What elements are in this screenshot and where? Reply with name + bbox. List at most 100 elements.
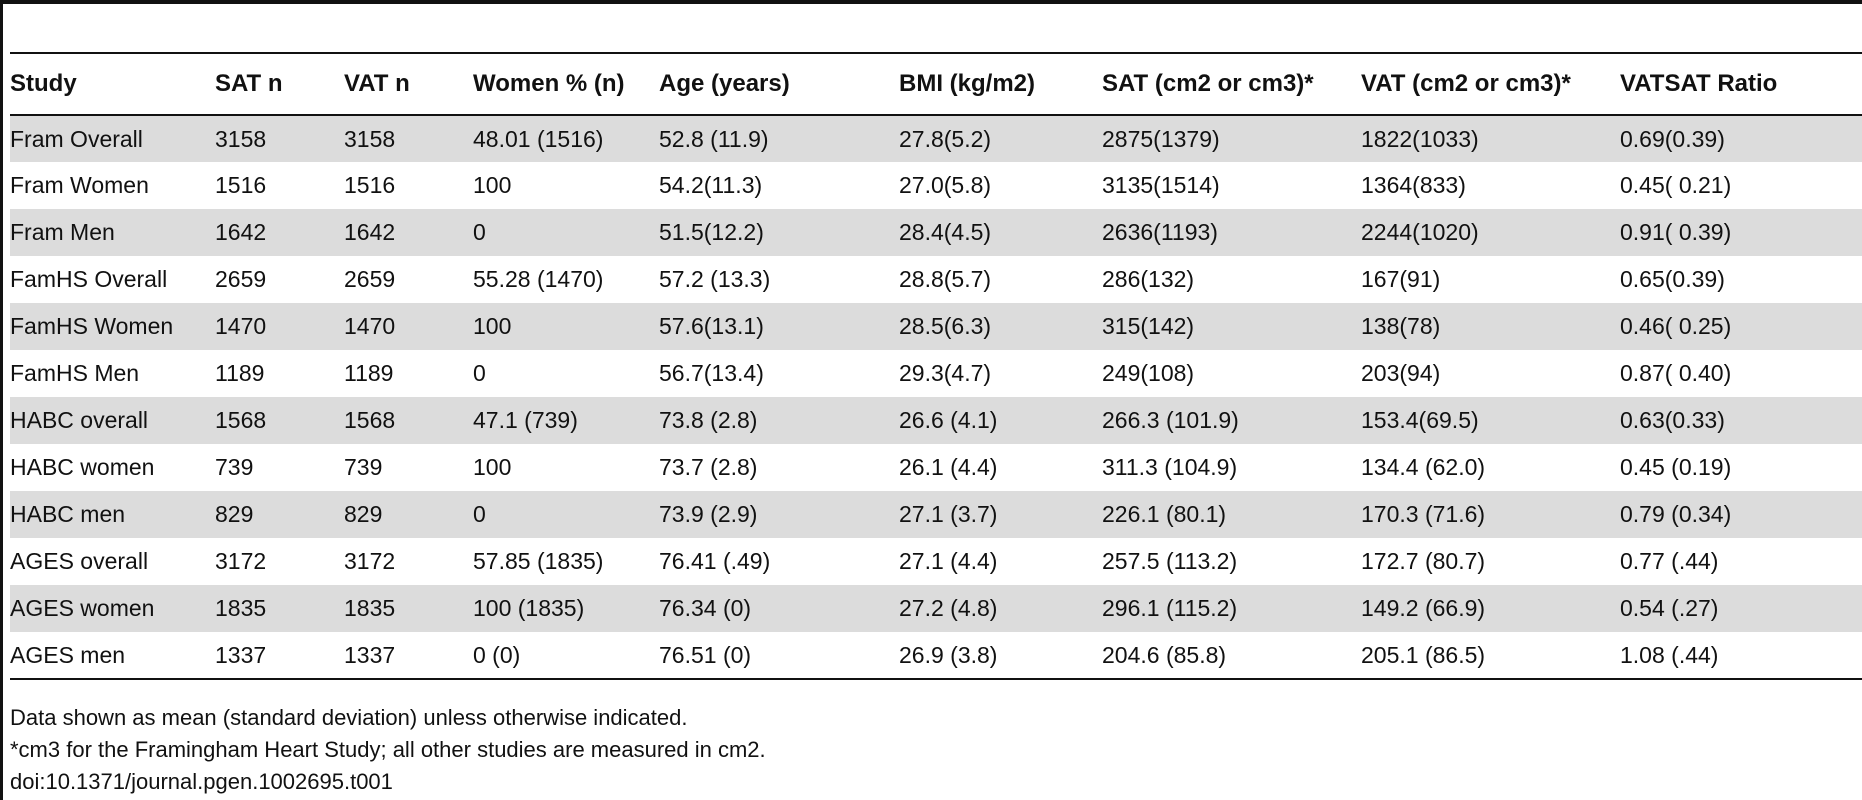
cell-age: 52.8 (11.9) [659,125,769,152]
cell-vatsat-ratio: 0.65(0.39) [1620,266,1725,292]
cell-bmi: 29.3(4.7) [899,360,992,386]
header-bmi: BMI (kg/m2) [899,52,1102,116]
cell-women-percent: 100 [473,172,512,198]
cell-study: FamHS Overall [10,266,168,292]
table-row: Fram Overall 3158 3158 48.01 (1516) 52.8 (11… [10,115,1862,162]
cell-sat-n: 2659 [215,266,267,292]
table-body: Fram Overall 3158 3158 48.01 (1516) 52.8 (11… [10,115,1862,680]
cell-sat: 249(108) [1102,360,1195,386]
cell-sat-n: 829 [215,501,254,527]
cell-vat: 138(78) [1361,313,1441,339]
header-vatsat-ratio: VATSAT Ratio [1620,52,1862,116]
cell-study: AGES overall [10,548,149,574]
cell-sat-n: 739 [215,454,254,480]
cell-bmi: 28.5(6.3) [899,313,992,339]
table-row: AGES women 1835 1835 100 (1835) 76.34 (0) 27.… [10,585,1862,632]
header-vat: VAT (cm2 or cm3)* [1361,52,1620,116]
cell-women-percent: 100 [473,454,512,480]
cell-bmi: 27.0(5.8) [899,172,992,198]
cell-women-percent: 0 [473,219,486,245]
cell-vat-n: 1568 [344,407,396,433]
cell-sat: 296.1 (115.2) [1102,595,1238,621]
cell-vat-n: 1337 [344,632,473,680]
table-footnotes: Data shown as mean (standard deviation) … [10,702,766,798]
cell-vat: 172.7 (80.7) [1361,548,1486,574]
cell-age: 76.41 (.49) [659,548,771,574]
cell-women-percent: 0 (0) [473,632,659,680]
cell-vatsat-ratio: 0.77 (.44) [1620,548,1719,574]
cell-vat-n: 829 [344,501,383,527]
cell-study: Fram Men [10,219,115,245]
cell-vat-n: 1189 [344,360,394,386]
cell-study: HABC overall [10,407,149,433]
cell-sat: 3135(1514) [1102,172,1220,198]
header-sat-n: SAT n [215,52,344,116]
cell-bmi: 28.4(4.5) [899,219,992,245]
cell-sat: 315(142) [1102,313,1195,339]
cell-women-percent: 47.1 (739) [473,407,578,433]
cell-bmi: 26.6 (4.1) [899,407,998,433]
table-row: AGES overall 3172 3172 57.85 (1835) 76.41 (.… [10,538,1862,585]
cell-study: FamHS Men [10,360,140,386]
cell-sat: 226.1 (80.1) [1102,501,1227,527]
table-header-row: Study SAT n VAT n Women % (n) Age (years… [10,52,1862,116]
cell-vat: 1364(833) [1361,172,1466,198]
header-sat: SAT (cm2 or cm3)* [1102,52,1361,116]
cell-vat: 203(94) [1361,360,1441,386]
cell-women-percent: 0 [473,501,486,527]
cell-women-percent: 100 [473,313,512,339]
cell-vatsat-ratio: 0.45( 0.21) [1620,172,1732,198]
cell-vat-n: 1516 [344,172,396,198]
cell-women-percent: 48.01 (1516) [473,125,604,152]
table-row: FamHS Women 1470 1470 100 57.6(13.1) 28.5(6.3… [10,303,1862,350]
cell-vat: 170.3 (71.6) [1361,501,1486,527]
cell-sat: 286(132) [1102,266,1195,292]
table-row: Fram Women 1516 1516 100 54.2(11.3) 27.0(5.8)… [10,162,1862,209]
table-row: AGES men 1337 1337 0 (0) 76.51 (0) 26.9 (3.8)… [10,632,1862,680]
cell-vat-n: 1470 [344,313,396,339]
header-vat-n: VAT n [344,52,473,116]
cell-vatsat-ratio: 0.69(0.39) [1620,125,1725,152]
cell-study: FamHS Women [10,313,174,339]
cell-sat-n: 3158 [215,125,267,152]
cell-age: 57.6(13.1) [659,313,764,339]
cell-women-percent: 100 (1835) [473,595,585,621]
table-row: HABC men 829 829 0 73.9 (2.9) 27.1 (3.7) 226.1… [10,491,1862,538]
cell-age: 51.5(12.2) [659,219,764,245]
cell-women-percent: 57.85 (1835) [473,548,604,574]
cell-vatsat-ratio: 0.54 (.27) [1620,595,1719,621]
header-women-percent: Women % (n) [473,52,659,116]
cell-vatsat-ratio: 1.08 (.44) [1620,632,1862,680]
cell-sat: 2875(1379) [1102,125,1220,152]
cell-bmi: 28.8(5.7) [899,266,992,292]
cell-age: 73.7 (2.8) [659,454,758,480]
cell-age: 76.51 (0) [659,632,899,680]
table-row: HABC overall 1568 1568 47.1 (739) 73.8 (2.8)… [10,397,1862,444]
cell-sat-n: 1189 [215,360,265,386]
cell-study: HABC women [10,454,155,480]
cell-age: 57.2 (13.3) [659,266,771,292]
cell-vat: 134.4 (62.0) [1361,454,1486,480]
top-border-rule [0,0,1862,4]
cell-sat-n: 3172 [215,548,267,574]
footnote-definition: Data shown as mean (standard deviation) … [10,705,688,730]
cell-sat-n: 1516 [215,172,267,198]
cell-sat-n: 1470 [215,313,267,339]
table-row: FamHS Men 1189 1189 0 56.7(13.4) 29.3(4.7) 249… [10,350,1862,397]
cell-bmi: 26.1 (4.4) [899,454,998,480]
cell-age: 56.7(13.4) [659,360,764,386]
cell-bmi: 26.9 (3.8) [899,632,1102,680]
cell-sat: 266.3 (101.9) [1102,407,1239,433]
cell-vat-n: 3158 [344,125,396,152]
cell-women-percent: 55.28 (1470) [473,266,604,292]
cell-age: 54.2(11.3) [659,172,763,198]
cell-vatsat-ratio: 0.63(0.33) [1620,407,1725,433]
table-row: Fram Men 1642 1642 0 51.5(12.2) 28.4(4.5) 2636… [10,209,1862,256]
cell-vat-n: 739 [344,454,383,480]
cell-vat-n: 1642 [344,219,396,245]
cell-vatsat-ratio: 0.91( 0.39) [1620,219,1732,245]
cell-vat: 2244(1020) [1361,219,1479,245]
cell-age: 73.9 (2.9) [659,501,758,527]
cell-age: 76.34 (0) [659,595,752,621]
cell-vat: 167(91) [1361,266,1441,292]
